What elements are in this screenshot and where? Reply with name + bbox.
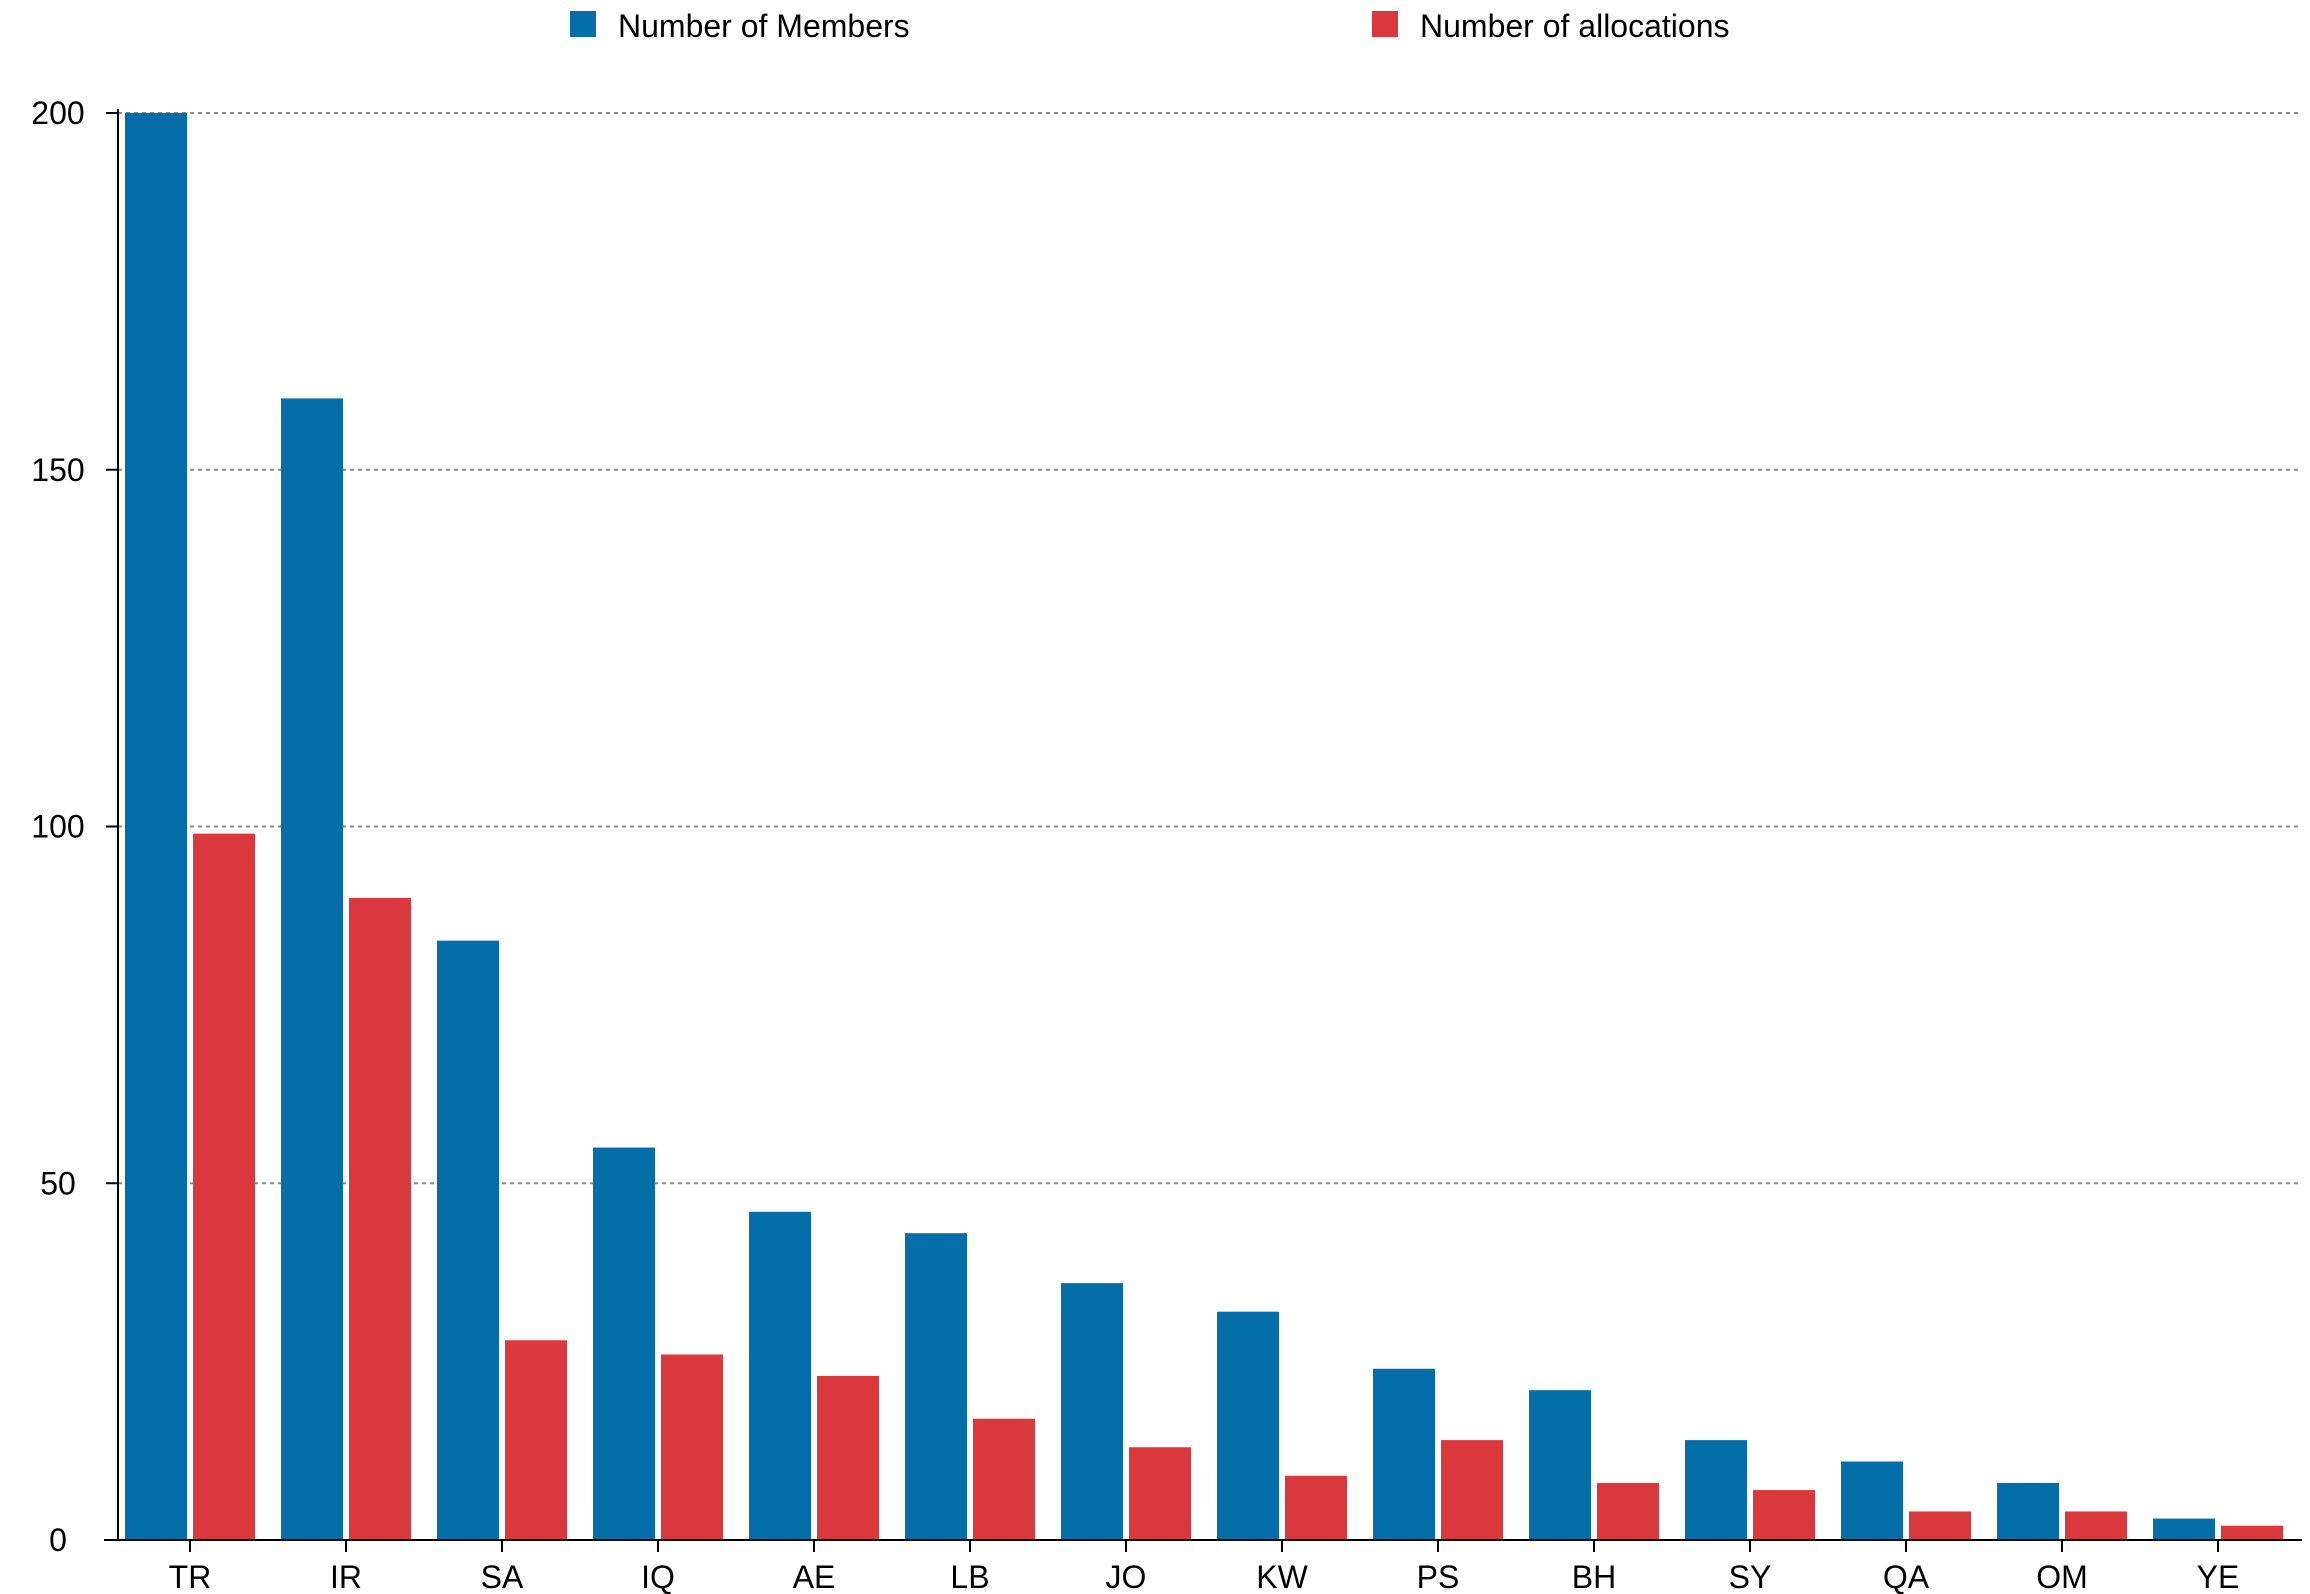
bar-members-lb	[905, 1233, 967, 1540]
bar-allocations-iq	[661, 1354, 723, 1540]
y-tick-label: 150	[31, 452, 84, 488]
y-tick-label: 50	[40, 1165, 76, 1201]
bar-members-ir	[281, 398, 343, 1540]
x-tick-label: PS	[1417, 1559, 1460, 1594]
y-tick-label: 100	[31, 809, 84, 845]
bar-allocations-jo	[1129, 1447, 1191, 1540]
x-tick-label: LB	[950, 1559, 989, 1594]
legend-label-members: Number of Members	[618, 8, 910, 44]
x-tick-label: YE	[2197, 1559, 2240, 1594]
x-tick-label: IQ	[641, 1559, 675, 1594]
bar-members-ye	[2153, 1518, 2215, 1540]
bar-allocations-tr	[193, 833, 255, 1540]
bar-allocations-ae	[817, 1375, 879, 1540]
legend-label-allocations: Number of allocations	[1420, 8, 1729, 44]
x-tick-label: OM	[2036, 1559, 2088, 1594]
bar-members-jo	[1061, 1283, 1123, 1540]
x-tick-label: AE	[793, 1559, 836, 1594]
legend-swatch-allocations	[1372, 11, 1398, 37]
bar-allocations-bh	[1597, 1482, 1659, 1540]
bar-allocations-sa	[505, 1340, 567, 1540]
bar-allocations-ps	[1441, 1440, 1503, 1540]
bar-allocations-om	[2065, 1511, 2127, 1540]
bars	[125, 113, 2283, 1540]
bar-members-qa	[1841, 1461, 1903, 1540]
x-tick-label: IR	[330, 1559, 362, 1594]
y-tick-label: 0	[49, 1522, 67, 1558]
bar-members-bh	[1529, 1390, 1591, 1540]
bar-allocations-lb	[973, 1418, 1035, 1540]
bar-members-kw	[1217, 1311, 1279, 1540]
bar-members-om	[1997, 1482, 2059, 1540]
x-tick-label: JO	[1106, 1559, 1147, 1594]
bar-allocations-sy	[1753, 1490, 1815, 1540]
x-tick-label: BH	[1572, 1559, 1616, 1594]
bar-allocations-ir	[349, 897, 411, 1540]
legend-swatch-members	[570, 11, 596, 37]
x-tick-label: QA	[1883, 1559, 1930, 1594]
x-tick-label: SA	[481, 1559, 524, 1594]
bar-members-ps	[1373, 1368, 1435, 1540]
x-tick-label: KW	[1256, 1559, 1308, 1594]
bar-members-iq	[593, 1147, 655, 1540]
y-tick-label: 200	[31, 95, 84, 131]
legend: Number of Members Number of allocations	[570, 8, 1729, 44]
bar-members-sa	[437, 940, 499, 1540]
x-tick-label: TR	[169, 1559, 212, 1594]
bar-members-sy	[1685, 1440, 1747, 1540]
bar-allocations-kw	[1285, 1475, 1347, 1540]
bar-allocations-ye	[2221, 1525, 2283, 1540]
axes: 0 50 100 150 200 TR IR SA IQ AE LB JO KW PS BH SY QA OM YE	[31, 95, 2302, 1594]
bar-members-tr	[125, 113, 187, 1540]
bar-allocations-qa	[1909, 1511, 1971, 1540]
grid-lines	[118, 112, 2302, 1185]
bar-members-ae	[749, 1211, 811, 1540]
x-tick-label: SY	[1729, 1559, 1772, 1594]
